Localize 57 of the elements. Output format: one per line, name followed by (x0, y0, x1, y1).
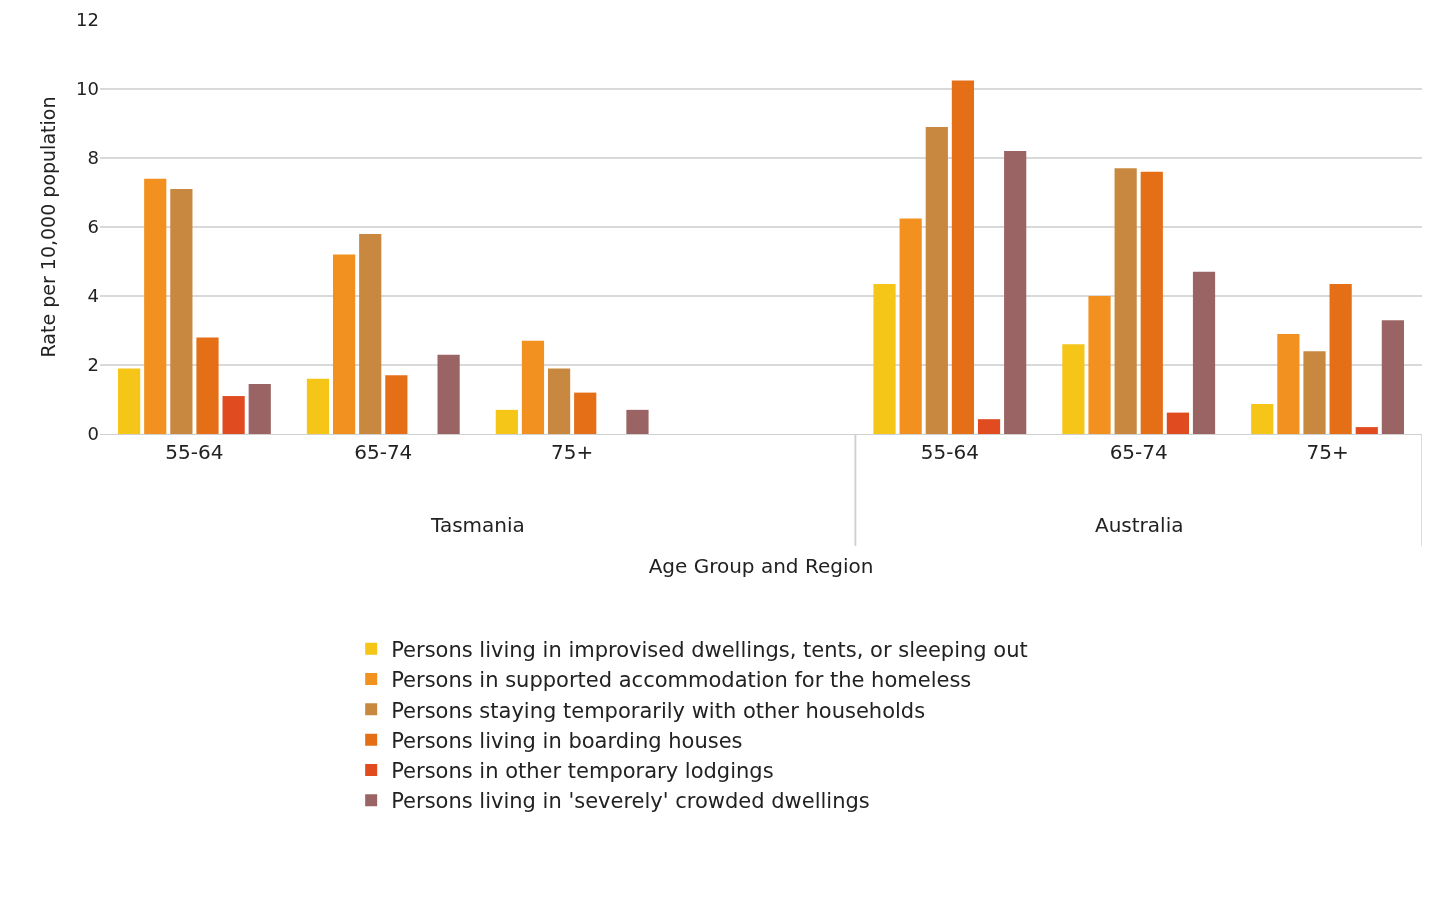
legend-label: Persons living in improvised dwellings, tents, or sleeping out (391, 637, 1028, 662)
bar (359, 233, 382, 434)
bar (118, 368, 141, 434)
bar (306, 378, 330, 434)
bar (332, 254, 356, 434)
bar (1166, 412, 1190, 434)
bar (196, 337, 219, 434)
y-axis-title: Rate per 10,000 population (36, 96, 59, 358)
x-tick-label: 65-74 (1109, 440, 1168, 464)
bar (1114, 168, 1137, 434)
bar (170, 189, 193, 434)
bar (1140, 171, 1163, 434)
bar (626, 409, 649, 434)
x-tick-label: 55-64 (920, 440, 979, 464)
bar (873, 283, 896, 434)
bar (1192, 271, 1216, 434)
bar (977, 419, 1001, 434)
bar (1329, 283, 1352, 434)
bar (899, 218, 922, 434)
bar (521, 340, 545, 434)
legend-label: Persons staying temporarily with other households (391, 698, 926, 723)
bar (248, 383, 271, 434)
y-tick-label: 12 (76, 9, 99, 31)
y-tick-label: 6 (87, 216, 99, 238)
bar (1381, 320, 1404, 434)
bar (1277, 333, 1300, 434)
bar (1355, 427, 1378, 434)
legend-label: Persons in supported accommodation for the homeless (391, 668, 972, 693)
bar (547, 368, 571, 434)
x-axis-title: Age Group and Region (648, 553, 874, 578)
legend-label: Persons living in boarding houses (391, 728, 743, 753)
x-tick-label: 75+ (551, 440, 594, 464)
x-tick-label: 75+ (1306, 440, 1349, 464)
bar (574, 392, 597, 434)
bar (1303, 351, 1326, 434)
bar (1088, 296, 1111, 434)
text: Australia (1095, 513, 1184, 537)
bar (222, 396, 245, 434)
bar (437, 354, 460, 434)
bar (1004, 151, 1027, 434)
bar (385, 375, 408, 434)
x-tick-label: 65-74 (354, 440, 413, 464)
bar (1251, 403, 1274, 434)
bar (925, 126, 948, 434)
bar (1062, 344, 1085, 434)
y-tick-label: 10 (76, 78, 99, 100)
legend-label: Persons in other temporary lodgings (391, 759, 774, 784)
bar (495, 409, 518, 434)
bar (144, 178, 167, 434)
y-tick-label: 8 (87, 147, 99, 169)
legend-label: Persons living in 'severely' crowded dwellings (391, 789, 870, 814)
y-tick-label: 0 (87, 423, 99, 445)
text: Tasmania (430, 513, 525, 537)
y-tick-label: 4 (87, 285, 99, 307)
y-tick-label: 2 (87, 354, 99, 376)
x-tick-label: 55-64 (165, 440, 224, 464)
bar (951, 80, 975, 434)
